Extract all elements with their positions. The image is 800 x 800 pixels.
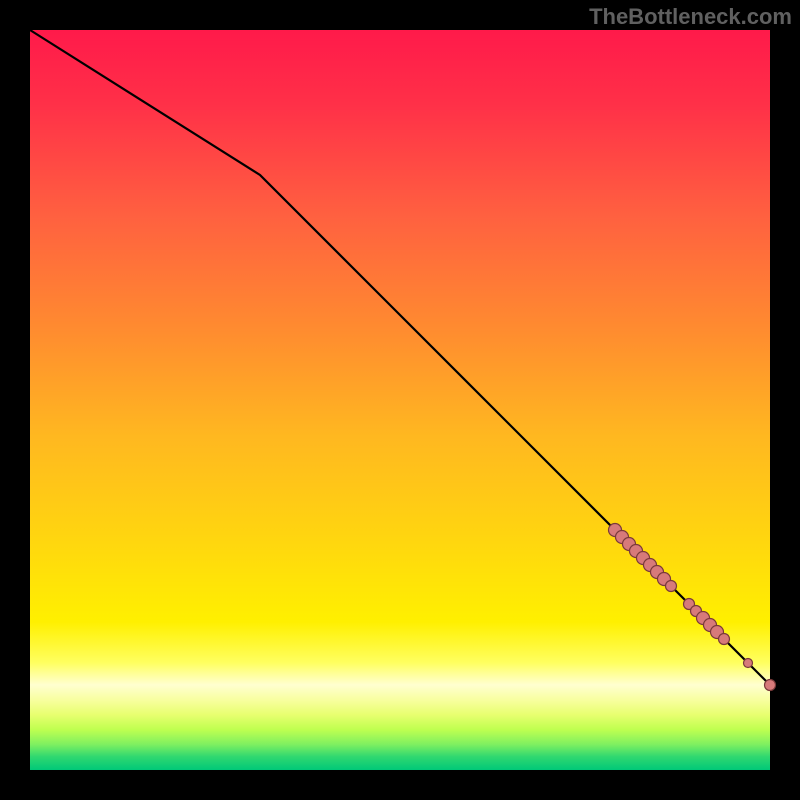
data-marker xyxy=(666,581,677,592)
chart-container: TheBottleneck.com xyxy=(0,0,800,800)
chart-svg xyxy=(0,0,800,800)
data-marker xyxy=(765,680,776,691)
data-marker xyxy=(719,634,730,645)
watermark-label: TheBottleneck.com xyxy=(589,4,792,30)
data-marker xyxy=(744,659,753,668)
plot-background xyxy=(30,30,770,770)
